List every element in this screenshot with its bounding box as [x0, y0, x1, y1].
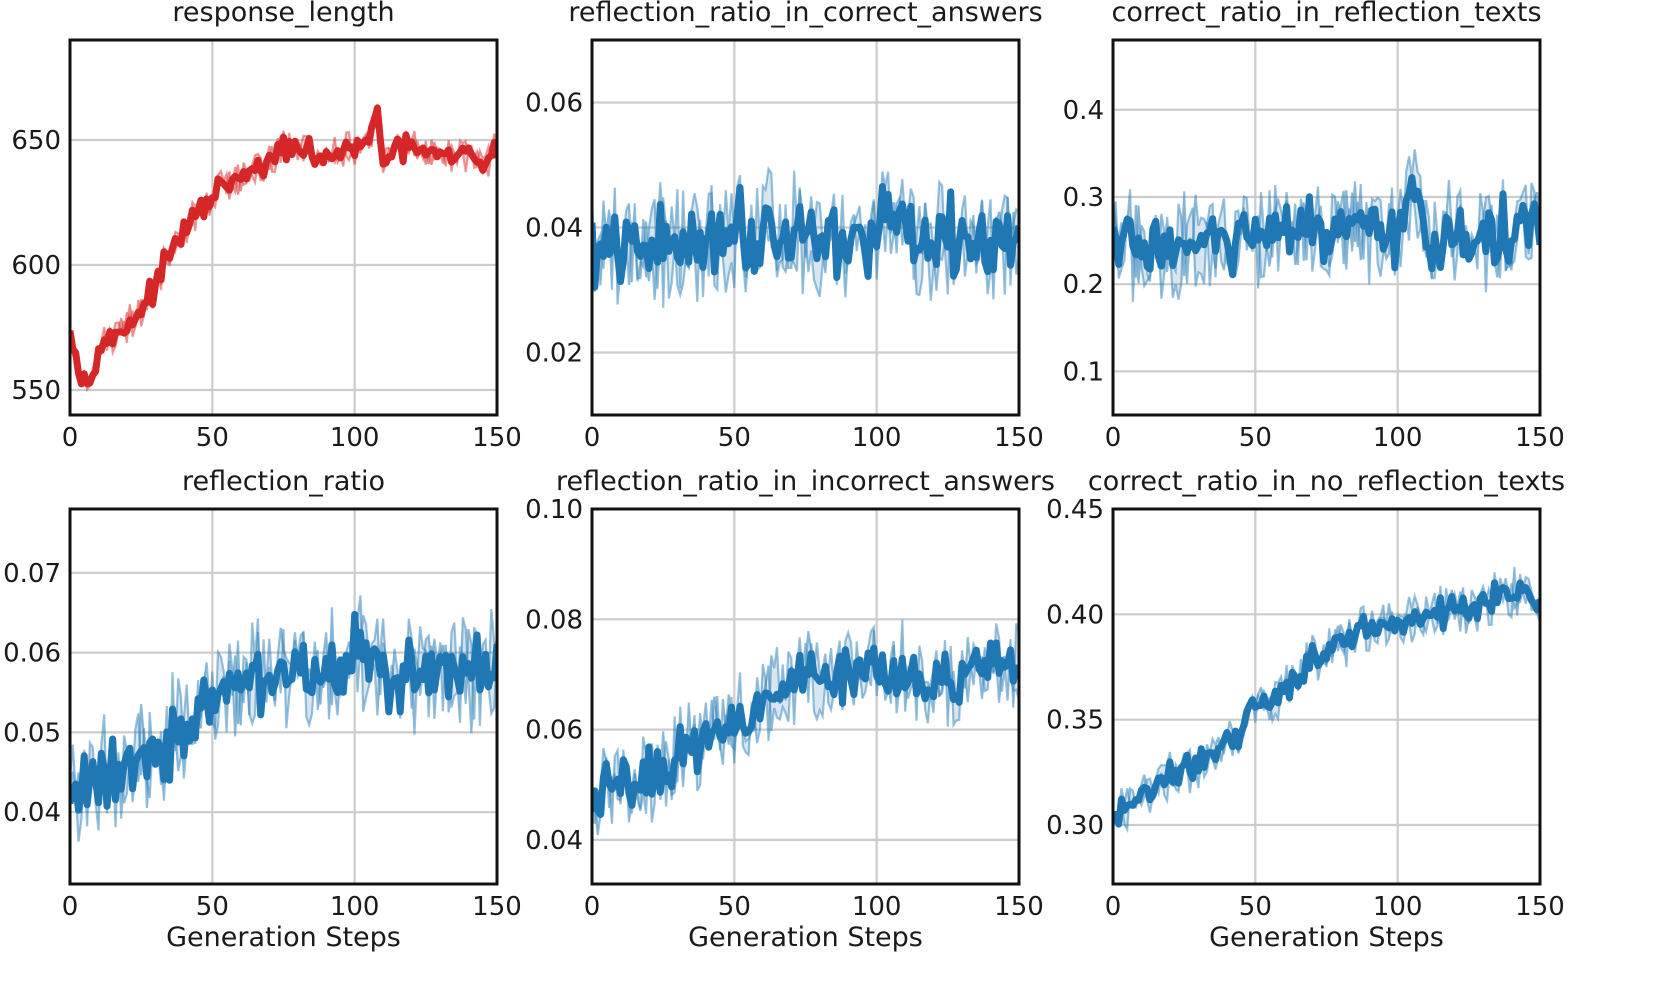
y-tick-label: 0.2: [1063, 270, 1104, 300]
x-tick-label: 100: [330, 423, 380, 453]
x-tick-label: 0: [584, 423, 601, 453]
x-tick-label: 150: [994, 423, 1044, 453]
x-axis-label: Generation Steps: [166, 922, 401, 953]
panel-reflection-ratio-in-correct-answers: reflection_ratio_in_correct_answers 0 50 1…: [525, 0, 1044, 453]
y-tick-label: 0.1: [1063, 357, 1104, 387]
grid: [1113, 507, 1540, 884]
x-tick-label: 150: [472, 892, 522, 922]
y-tick-label: 0.02: [525, 339, 583, 369]
y-tick-label: 600: [11, 251, 61, 281]
axes-frame: [1111, 38, 1542, 417]
y-tick-label: 0.06: [525, 89, 583, 119]
x-tick-label: 50: [1239, 423, 1272, 453]
series-mean-line: [592, 639, 1019, 818]
panel-reflection-ratio: reflection_ratio Generation Steps 0 50 100…: [3, 466, 522, 953]
x-tick-label: 100: [852, 892, 902, 922]
series-band: [70, 595, 497, 842]
series-run-line: [70, 111, 497, 393]
y-tick-label: 650: [11, 126, 61, 156]
series-mean-line: [70, 104, 497, 388]
y-tick-label: 0.45: [1046, 495, 1104, 525]
panel-response-length: response_length 0 50 100 150 550 600 650: [11, 0, 521, 453]
y-tick-label: 0.04: [525, 214, 583, 244]
x-tick-label: 50: [718, 892, 751, 922]
panel-correct-ratio-in-no-reflection-texts: correct_ratio_in_no_reflection_texts Gen…: [1046, 466, 1565, 953]
y-tick-label: 0.10: [525, 495, 583, 525]
panel-title: reflection_ratio_in_incorrect_answers: [556, 466, 1055, 497]
panel-title: correct_ratio_in_no_reflection_texts: [1088, 466, 1565, 497]
x-tick-label: 50: [1239, 892, 1272, 922]
plot-area: [1113, 149, 1540, 302]
y-tick-label: 0.3: [1063, 183, 1104, 213]
x-axis-label: Generation Steps: [1209, 922, 1444, 953]
plot-area: [592, 619, 1019, 836]
panel-reflection-ratio-in-incorrect-answers: reflection_ratio_in_incorrect_answers Ge…: [525, 466, 1055, 953]
axes-frame: [590, 38, 1021, 417]
x-tick-label: 150: [994, 892, 1044, 922]
panel-title: reflection_ratio: [182, 466, 385, 497]
x-tick-label: 100: [1373, 423, 1423, 453]
y-tick-label: 550: [11, 376, 61, 406]
x-tick-label: 100: [1373, 892, 1423, 922]
y-tick-label: 0.4: [1063, 96, 1104, 126]
y-tick-label: 0.07: [3, 559, 61, 589]
x-tick-label: 150: [1515, 892, 1565, 922]
x-tick-label: 0: [1105, 423, 1122, 453]
x-axis-label: Generation Steps: [688, 922, 923, 953]
series-mean-line: [1113, 174, 1540, 279]
x-tick-label: 0: [62, 423, 79, 453]
y-tick-label: 0.30: [1046, 811, 1104, 841]
x-tick-label: 50: [718, 423, 751, 453]
y-tick-label: 0.08: [525, 605, 583, 635]
series-mean-line: [592, 183, 1019, 291]
panel-title: reflection_ratio_in_correct_answers: [568, 0, 1042, 28]
y-tick-label: 0.06: [525, 716, 583, 746]
axes-frame: [68, 38, 499, 417]
y-tick-label: 0.40: [1046, 600, 1104, 630]
x-tick-label: 0: [62, 892, 79, 922]
series-mean-line: [70, 610, 497, 814]
axes-frame: [590, 507, 1021, 886]
panel-title: response_length: [172, 0, 394, 28]
y-tick-label: 0.04: [525, 826, 583, 856]
plot-area: [1113, 566, 1540, 834]
panel-correct-ratio-in-reflection-texts: correct_ratio_in_reflection_texts 0 50 100…: [1063, 0, 1565, 453]
x-tick-label: 0: [1105, 892, 1122, 922]
y-tick-label: 0.06: [3, 639, 61, 669]
x-tick-label: 150: [1515, 423, 1565, 453]
grid: [70, 40, 497, 415]
y-tick-label: 0.05: [3, 718, 61, 748]
x-tick-label: 150: [472, 423, 522, 453]
axes-frame: [1111, 507, 1542, 886]
x-tick-label: 100: [852, 423, 902, 453]
plot-area: [70, 103, 497, 393]
x-tick-label: 50: [196, 892, 229, 922]
series-mean-line: [1113, 579, 1540, 828]
series-run-line: [70, 595, 497, 842]
axes-frame: [68, 507, 499, 886]
x-tick-label: 0: [584, 892, 601, 922]
plot-area: [592, 165, 1019, 308]
plot-area: [70, 595, 497, 842]
panel-title: correct_ratio_in_reflection_texts: [1111, 0, 1541, 28]
y-tick-label: 0.35: [1046, 706, 1104, 736]
y-tick-label: 0.04: [3, 798, 61, 828]
x-tick-label: 100: [330, 892, 380, 922]
series-run-line: [70, 615, 497, 813]
x-tick-label: 50: [196, 423, 229, 453]
